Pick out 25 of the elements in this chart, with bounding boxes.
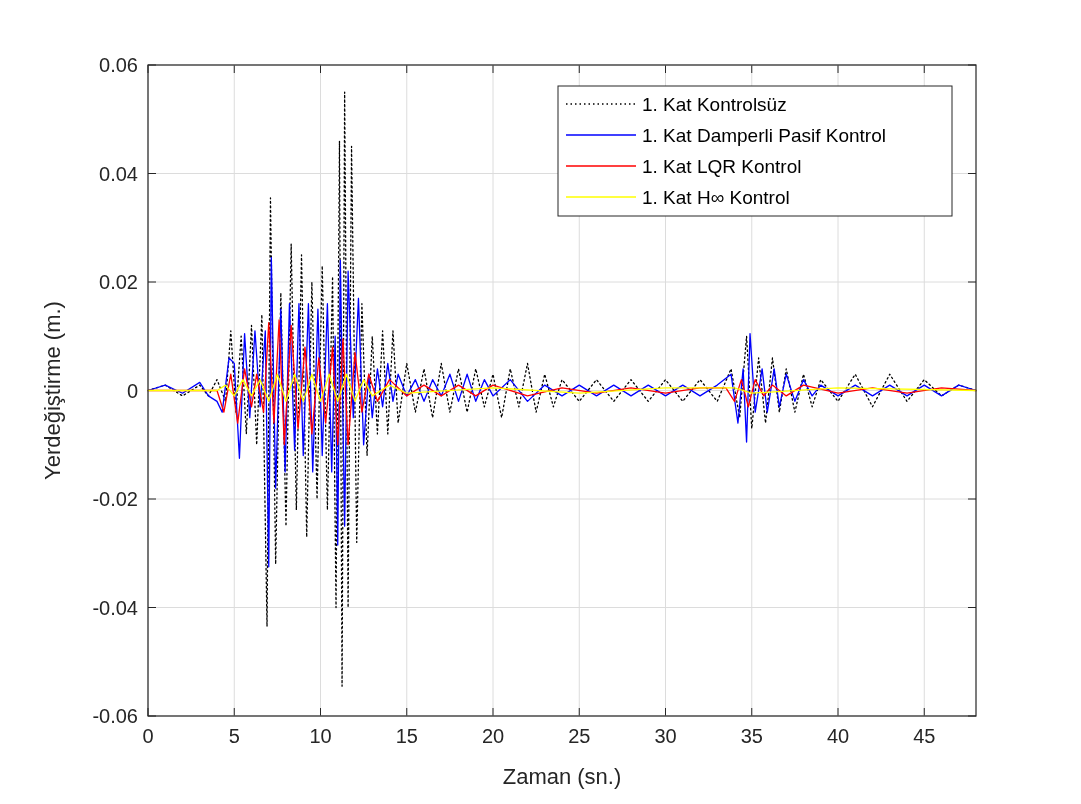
x-tick-label: 30 (654, 725, 677, 747)
y-tick-label: 0.06 (99, 54, 138, 76)
x-tick-label: 15 (395, 725, 418, 747)
y-axis-title: Yerdeğiştirme (m.) (40, 301, 65, 480)
x-tick-label: 5 (228, 725, 240, 747)
y-tick-label: 0.02 (99, 271, 138, 293)
x-tick-label: 40 (826, 725, 850, 747)
legend-label: 1. Kat Kontrolsüz (642, 94, 787, 115)
line-series (147, 373, 977, 402)
y-tick-label: 0.04 (99, 162, 138, 185)
line-series (147, 256, 977, 568)
legend-label: 1. Kat LQR Kontrol (642, 156, 802, 177)
y-tick-label: 0 (126, 379, 138, 402)
legend-label: 1. Kat H∞ Kontrol (642, 187, 790, 208)
x-tick-label: 20 (481, 725, 505, 747)
y-tick-label: -0.02 (92, 488, 138, 510)
x-tick-label: 10 (309, 725, 332, 747)
x-tick-label: 45 (913, 725, 936, 747)
x-tick-label: 35 (740, 725, 763, 747)
y-tick-label: -0.04 (92, 596, 138, 619)
y-tick-label: -0.06 (92, 705, 138, 727)
legend-label: 1. Kat Damperli Pasif Kontrol (642, 125, 886, 146)
x-tick-label: 25 (568, 725, 591, 747)
x-axis-title: Zaman (sn.) (502, 764, 622, 789)
x-tick-label: 0 (142, 725, 154, 747)
